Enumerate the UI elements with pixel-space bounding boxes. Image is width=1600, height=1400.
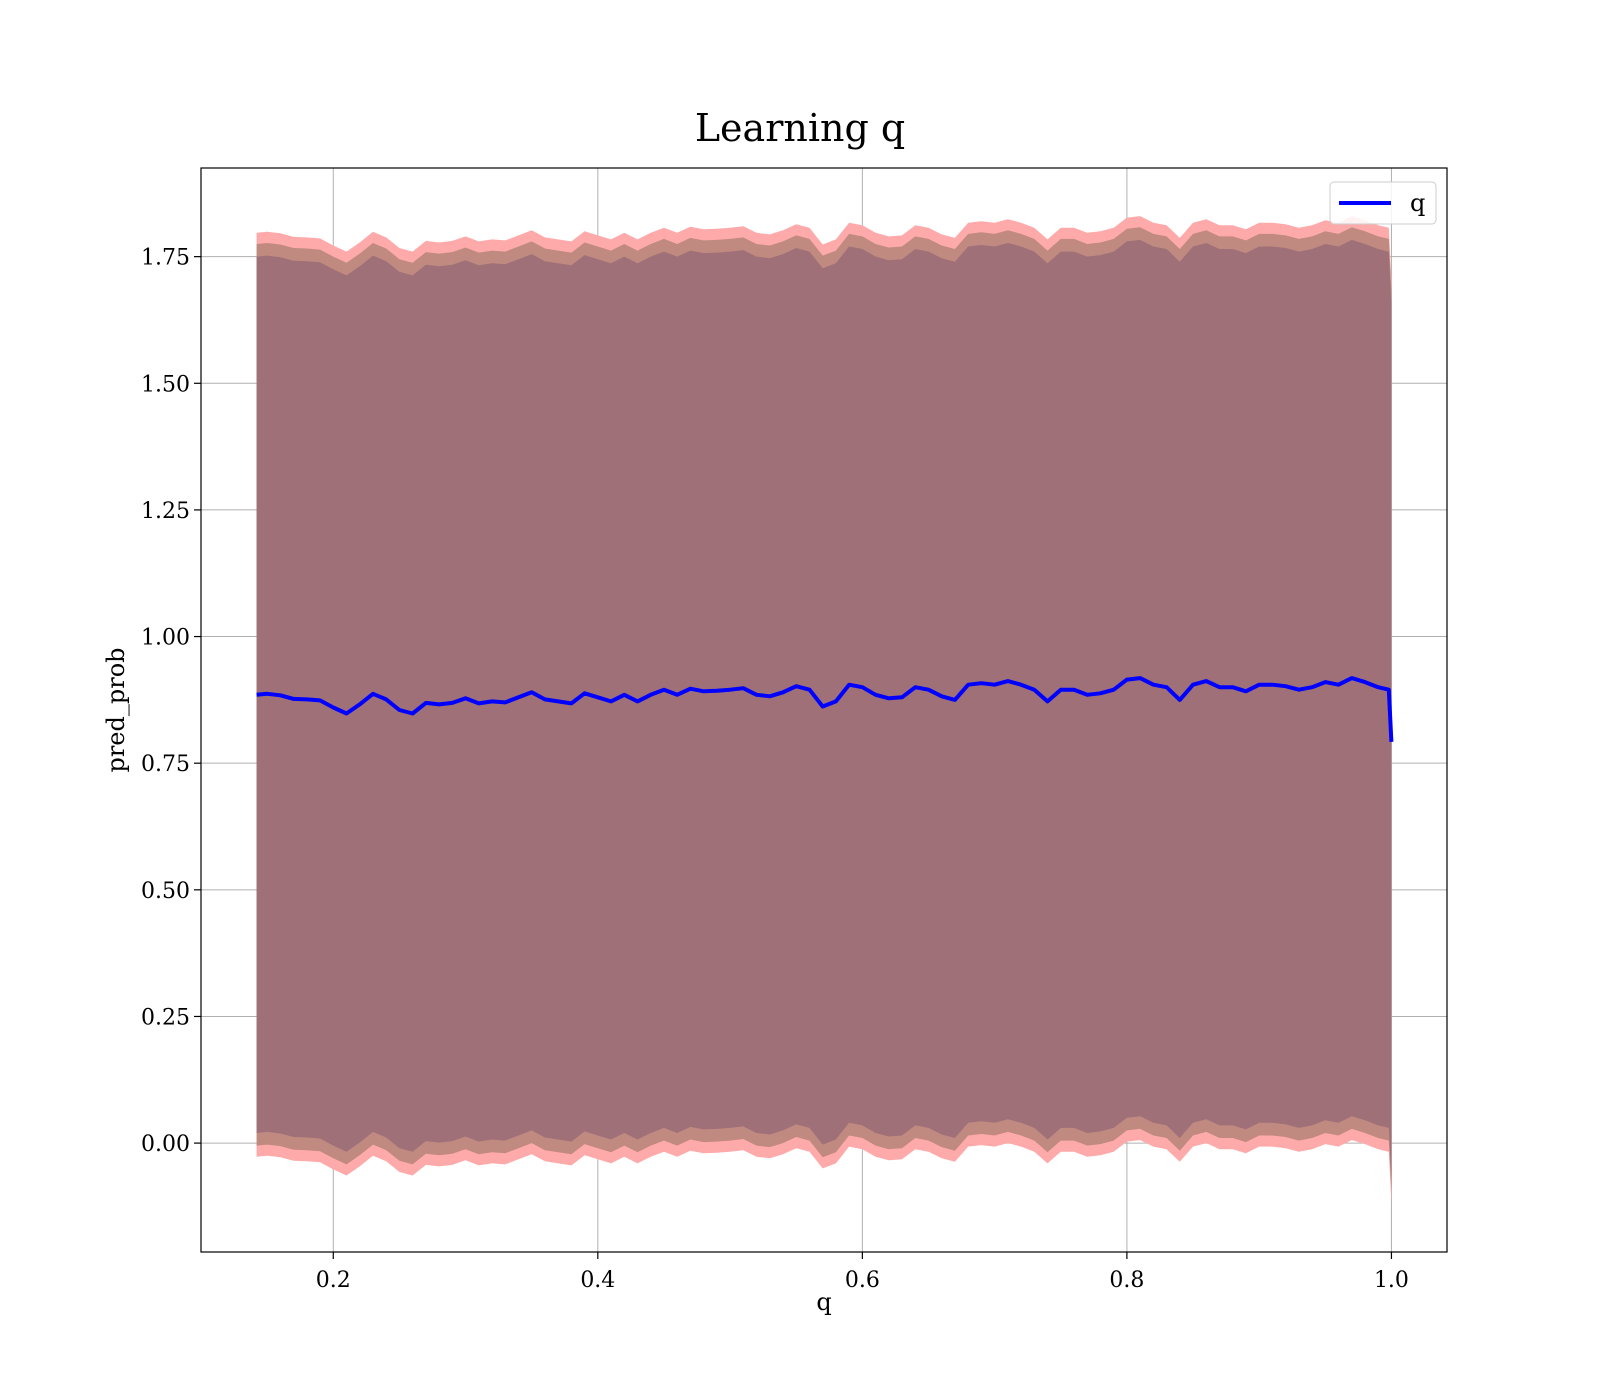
legend: q [1329, 181, 1437, 225]
legend-entry-q: q [1410, 189, 1425, 217]
series-line-q [256, 676, 1394, 742]
band-inner [256, 239, 1392, 1181]
x-tick-label: 0.6 [845, 1268, 880, 1293]
x-tick-label: 1.0 [1374, 1268, 1409, 1293]
confidence-bands [256, 216, 1392, 1204]
chart-title: Learning q [695, 106, 905, 150]
y-tick-label: 0.25 [141, 1005, 190, 1030]
x-axis-ticks: 0.2 0.4 0.6 0.8 1.0 [316, 1252, 1409, 1293]
y-tick-label: 0.00 [141, 1132, 190, 1157]
y-tick-label: 1.75 [141, 246, 190, 271]
plot-area-frame [200, 167, 1448, 1253]
y-tick-label: 1.00 [141, 626, 190, 651]
x-tick-label: 0.8 [1109, 1268, 1144, 1293]
y-tick-label: 1.25 [141, 499, 190, 524]
y-tick-label: 0.75 [141, 752, 190, 777]
y-axis-label: pred_prob [102, 647, 130, 772]
x-tick-label: 0.4 [580, 1268, 615, 1293]
y-tick-label: 0.50 [141, 879, 190, 904]
y-axis-ticks: 0.00 0.25 0.50 0.75 1.00 1.25 1.50 1.75 [141, 246, 201, 1157]
x-axis-label: q [816, 1288, 831, 1316]
series-lines [256, 676, 1394, 742]
y-tick-label: 1.50 [141, 372, 190, 397]
x-tick-label: 0.2 [316, 1268, 351, 1293]
